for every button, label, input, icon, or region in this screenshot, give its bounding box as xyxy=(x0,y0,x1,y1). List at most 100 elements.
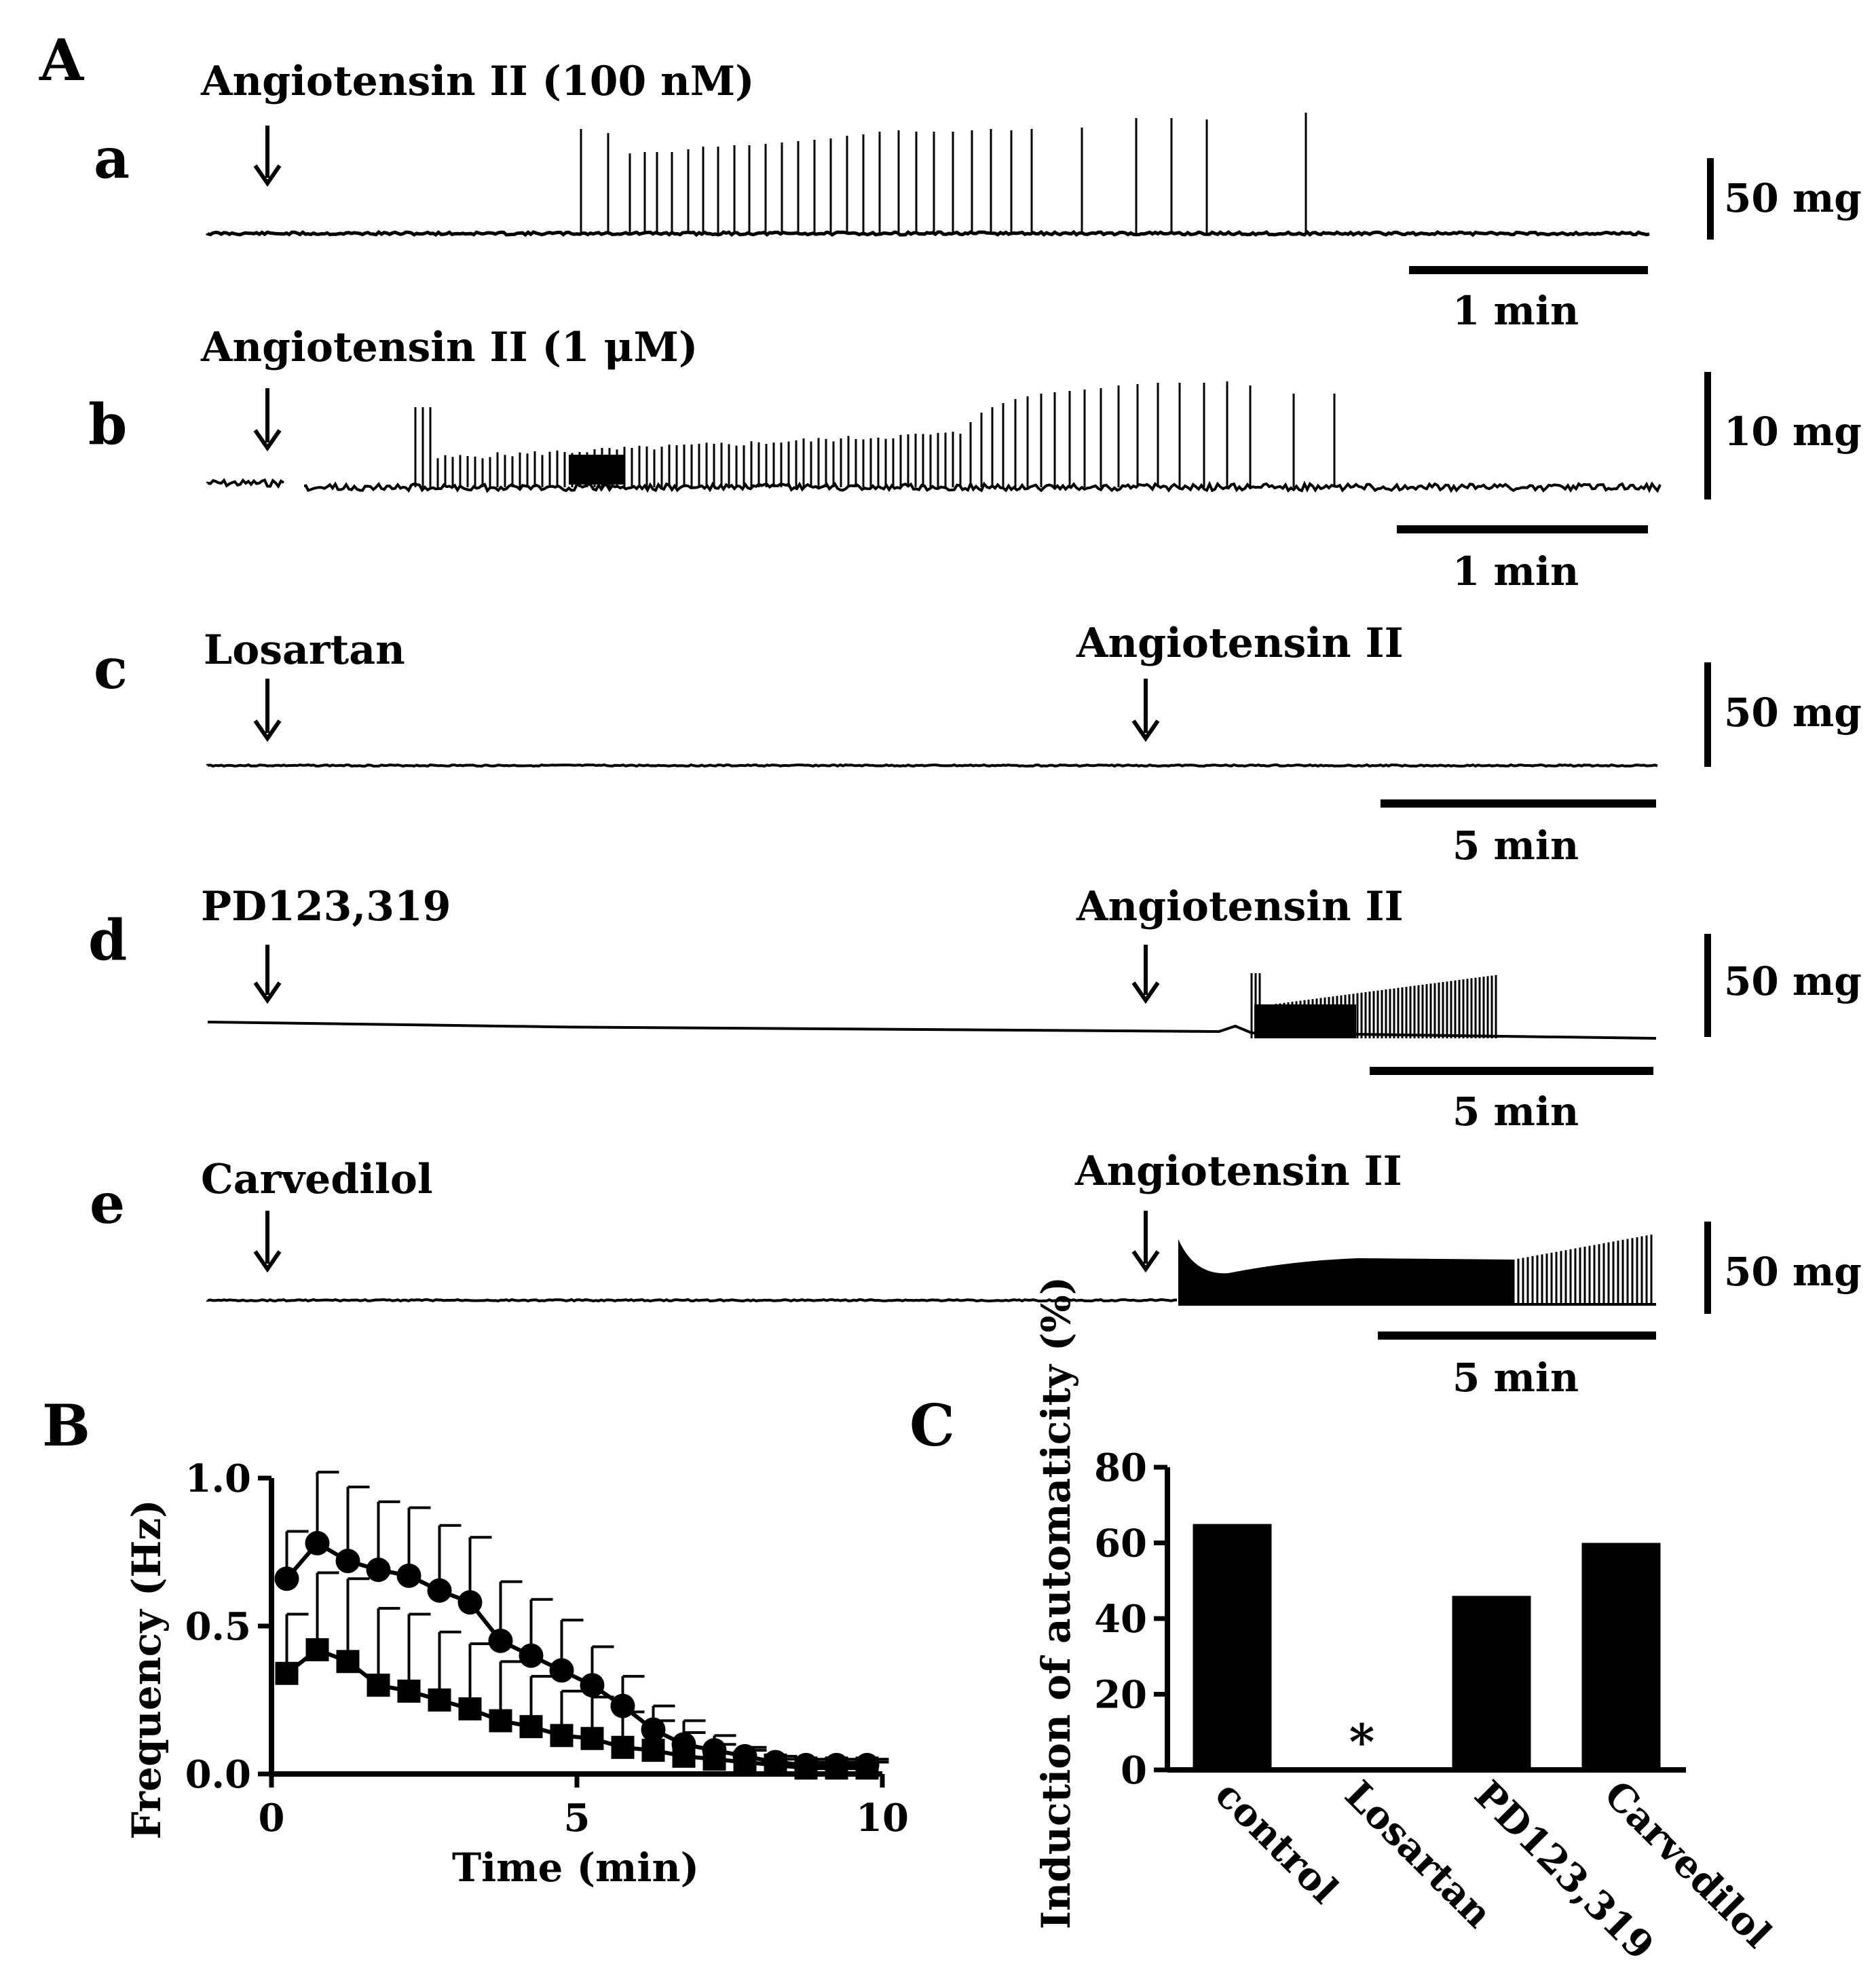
trace-row-a: a Angiotensin II (100 nM) 50 mg 1 min xyxy=(94,58,1862,334)
panel-b-error-bars xyxy=(285,1471,889,1769)
panel-b-marker-square xyxy=(336,1650,360,1674)
panel-b-marker-square xyxy=(519,1715,543,1739)
panel-b-marker-circle xyxy=(335,1549,360,1574)
panel-b-y-tick-label: 0.5 xyxy=(185,1604,251,1649)
trace-row-c: c Losartan Angiotensin II 50 mg 5 min xyxy=(94,620,1862,869)
panel-b-markers xyxy=(274,1530,880,1780)
row-a-trace xyxy=(206,113,1650,238)
panel-b-marker-square xyxy=(458,1697,482,1721)
row-e-dense-burst xyxy=(1178,1239,1514,1304)
row-d-trace xyxy=(207,973,1657,1040)
row-a-time-scale-label: 1 min xyxy=(1452,288,1579,334)
row-d-dense-burst xyxy=(1254,1004,1356,1038)
panel-c-significance-asterisk: * xyxy=(1349,1713,1375,1771)
panel-b-marker-circle xyxy=(457,1590,483,1615)
panel-a: A a Angiotensin II (100 nM) 50 mg 1 min … xyxy=(39,26,1862,1401)
row-d-time-scale-label: 5 min xyxy=(1452,1089,1579,1135)
row-a-baseline xyxy=(206,229,1650,238)
panel-b-marker-square xyxy=(305,1638,329,1661)
row-d-drug-arrow-1 xyxy=(253,945,282,1004)
panel-c-bars xyxy=(1193,1524,1661,1770)
panel-c-y-tick-label: 60 xyxy=(1094,1522,1147,1566)
panel-b-y-axis-title: Frequency (Hz) xyxy=(124,1499,170,1839)
panel-c-category-label: control xyxy=(1207,1772,1347,1912)
panel-c-bar-control xyxy=(1193,1524,1272,1770)
panel-b-marker-square xyxy=(672,1744,696,1768)
panel-b-marker-square xyxy=(611,1735,635,1759)
row-b-force-scale-label: 10 mg xyxy=(1724,409,1862,455)
row-e-drug-label-1: Carvedilol xyxy=(201,1156,433,1203)
row-c-letter: c xyxy=(94,637,128,702)
row-e-time-scale-label: 5 min xyxy=(1452,1355,1579,1401)
row-d-baseline xyxy=(207,1021,1657,1040)
row-c-drug-label-1: Losartan xyxy=(204,626,405,674)
panel-c-y-tick-label: 80 xyxy=(1094,1446,1147,1490)
row-b-drug-label: Angiotensin II (1 μM) xyxy=(200,324,698,371)
panel-b-marker-square xyxy=(489,1709,512,1733)
row-d-drug-label-2: Angiotensin II xyxy=(1076,883,1404,930)
panel-b-marker-circle xyxy=(519,1643,544,1668)
panel-b-axes xyxy=(269,1478,882,1777)
panel-b-marker-square xyxy=(428,1688,451,1712)
panel-b-marker-circle xyxy=(305,1530,330,1555)
panel-b-marker-square xyxy=(367,1674,390,1697)
panel-b-x-tick-label: 5 xyxy=(564,1796,590,1840)
panel-b-marker-square xyxy=(794,1756,818,1780)
panel-b-marker-circle xyxy=(610,1693,635,1718)
row-a-letter: a xyxy=(94,126,130,191)
panel-b-line-squares xyxy=(285,1647,867,1771)
panel-c-annotations: * xyxy=(1349,1713,1375,1771)
row-b-baseline-segment xyxy=(304,480,1662,493)
row-d-drug-arrow-2 xyxy=(1131,945,1160,1004)
row-e-force-scale-label: 50 mg xyxy=(1724,1249,1862,1295)
panel-b-marker-square xyxy=(733,1750,757,1774)
panel-b-marker-square xyxy=(397,1679,421,1703)
panel-b-marker-circle xyxy=(641,1717,666,1742)
trace-row-e: e Carvedilol Angiotensin II 50 mg 5 min xyxy=(90,1148,1862,1401)
panel-c-y-tick-label: 40 xyxy=(1094,1597,1147,1642)
row-e-baseline xyxy=(206,1298,1177,1303)
panel-b-marker-square xyxy=(580,1726,604,1750)
row-e-drug-arrow-2 xyxy=(1131,1211,1160,1273)
panel-b-x-axis-title: Time (min) xyxy=(452,1845,699,1891)
panel-b-marker-square xyxy=(825,1756,848,1780)
row-c-baseline xyxy=(206,763,1658,768)
panel-b-x-ticks: 0 5 10 xyxy=(259,1774,909,1840)
panel-b-marker-circle xyxy=(488,1628,513,1653)
row-d-letter: d xyxy=(88,908,127,973)
panel-c-bar-chart: C 0 20 40 60 80 controlLosartanPD123,319Carv… xyxy=(909,1277,1780,1969)
panel-c-bar-pd123319 xyxy=(1452,1595,1531,1770)
panel-b-line-chart: B 0.0 0.5 1.0 0 5 10 Time (min) Frequency (H… xyxy=(42,1392,909,1891)
trace-row-b: b Angiotensin II (1 μM) 10 mg 1 min xyxy=(88,324,1862,594)
panel-b-marker-circle xyxy=(366,1557,391,1583)
row-e-trace xyxy=(206,1234,1656,1306)
row-e-drug-arrow-1 xyxy=(253,1211,282,1273)
panel-b-marker-square xyxy=(855,1756,879,1780)
row-b-drug-arrow xyxy=(253,388,282,452)
panel-b-marker-circle xyxy=(427,1578,452,1603)
row-b-baseline-segment xyxy=(206,478,284,489)
panel-c-y-ticks: 0 20 40 60 80 xyxy=(1094,1446,1167,1793)
panel-b-x-tick-label: 0 xyxy=(259,1796,285,1840)
panel-b-marker-circle xyxy=(580,1673,605,1698)
panel-c-y-tick-label: 0 xyxy=(1121,1748,1147,1793)
panel-c-letter: C xyxy=(909,1392,955,1459)
row-c-force-scale-label: 50 mg xyxy=(1724,690,1862,736)
row-b-time-scale-label: 1 min xyxy=(1452,548,1579,594)
panel-b-marker-circle xyxy=(549,1658,574,1683)
panel-c-bar-carvedilol xyxy=(1581,1543,1661,1770)
row-a-drug-arrow xyxy=(253,126,282,187)
row-b-letter: b xyxy=(88,392,127,457)
row-b-trace xyxy=(206,381,1662,493)
row-a-drug-label: Angiotensin II (100 nM) xyxy=(200,58,755,105)
row-c-drug-arrow-2 xyxy=(1131,679,1160,742)
row-c-trace xyxy=(206,763,1658,768)
row-c-drug-label-2: Angiotensin II xyxy=(1076,620,1404,667)
row-e-drug-label-2: Angiotensin II xyxy=(1074,1148,1402,1195)
panel-b-marker-square xyxy=(641,1739,665,1762)
row-d-drug-label-1: PD123,319 xyxy=(201,883,451,930)
panel-a-letter: A xyxy=(39,26,85,94)
trace-row-d: d PD123,319 Angiotensin II 50 mg 5 min xyxy=(88,883,1862,1135)
